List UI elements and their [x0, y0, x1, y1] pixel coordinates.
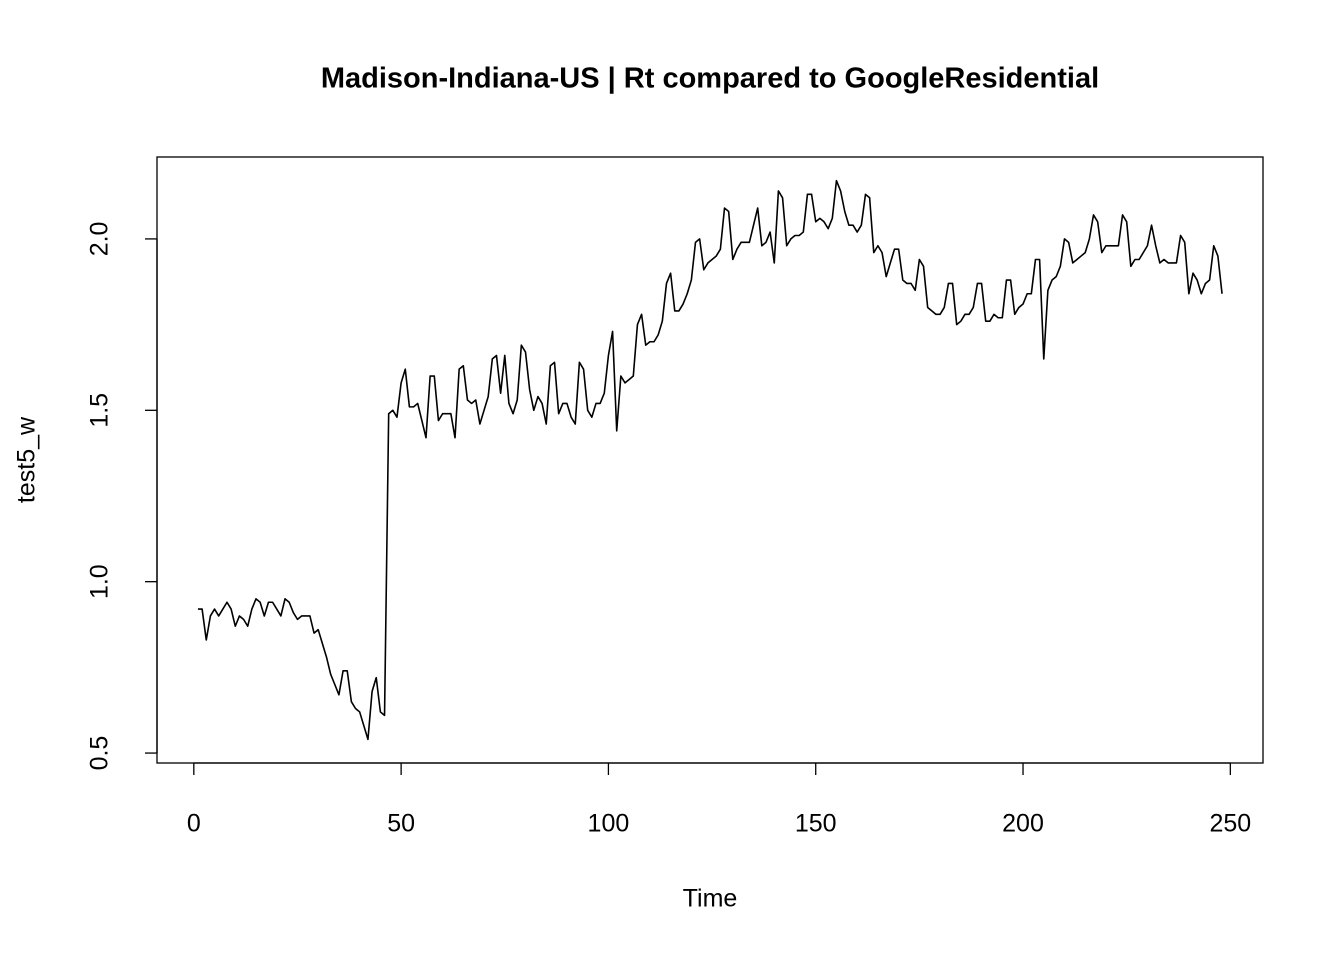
series-line	[197, 179, 1223, 741]
x-tick-label: 250	[1209, 810, 1251, 838]
x-axis-label: Time	[683, 885, 738, 913]
x-tick-label: 200	[1002, 810, 1044, 838]
x-tick-label: 0	[187, 810, 201, 838]
y-tick-label: 2.0	[86, 222, 114, 257]
y-tick-label: 0.5	[86, 736, 114, 771]
y-tick-label: 1.5	[86, 393, 114, 428]
chart-title: Madison-Indiana-US | Rt compared to Goog…	[321, 63, 1099, 95]
y-axis-label: test5_w	[13, 416, 41, 503]
y-tick-label: 1.0	[86, 564, 114, 599]
x-tick-label: 100	[588, 810, 630, 838]
x-tick-label: 50	[387, 810, 415, 838]
plot-frame	[156, 156, 1264, 764]
x-tick-label: 150	[795, 810, 837, 838]
